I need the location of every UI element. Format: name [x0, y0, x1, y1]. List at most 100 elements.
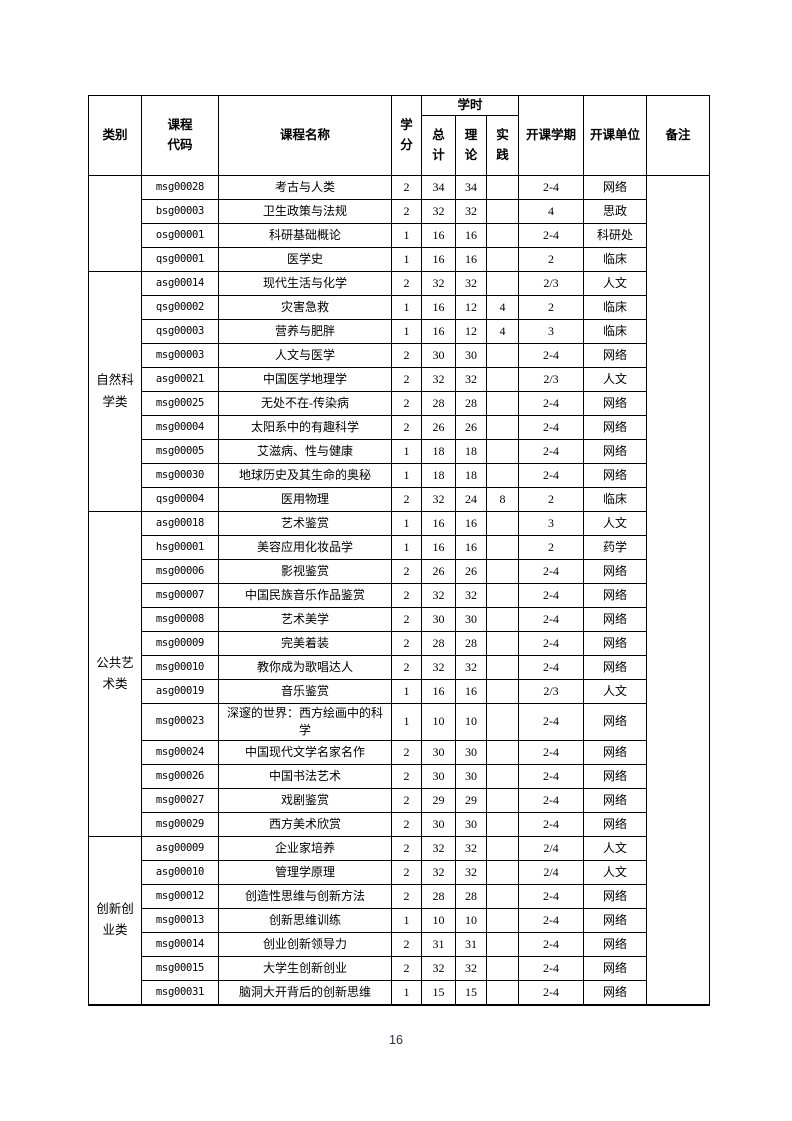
cell-total: 32: [421, 487, 456, 512]
header-hours-practice-label: 实践: [496, 128, 509, 162]
cell-semester: 2-4: [518, 463, 585, 488]
cell-department: 科研处: [583, 223, 648, 248]
cell-credits: 2: [391, 415, 422, 440]
table-row: msg00031 脑洞大开背后的创新思维 1 15 15 2-4 网络: [89, 979, 710, 1006]
cell-name: 地球历史及其生命的奥秘: [218, 463, 392, 488]
cell-semester: 2/3: [518, 367, 585, 392]
cell-practice: 4: [485, 319, 520, 344]
table-row: asg00010 管理学原理 2 32 32 2/4 人文: [89, 859, 710, 885]
cell-name: 教你成为歌唱达人: [218, 655, 392, 680]
cell-department: 网络: [583, 175, 648, 200]
cell-code: asg00018: [141, 511, 219, 536]
table-row: 自然科学类 asg00014 现代生活与化学 2 32 32 2/3 人文: [88, 271, 710, 512]
cell-credits: 2: [391, 763, 422, 789]
cell-code: asg00021: [141, 367, 219, 392]
table-row: asg00019 音乐鉴赏 1 16 16 2/3 人文: [89, 679, 710, 704]
cell-name: 美容应用化妆品学: [218, 535, 392, 560]
table-row: msg00024 中国现代文学名家名作 2 30 30 2-4 网络: [89, 739, 710, 765]
cell-name: 脑洞大开背后的创新思维: [218, 979, 392, 1006]
cell-theory: 18: [455, 463, 487, 488]
cell-total: 30: [421, 763, 456, 789]
cell-semester: 2-4: [518, 631, 585, 656]
cell-code: msg00031: [141, 979, 219, 1006]
category-cell: 创新创业类: [88, 835, 142, 1006]
header-hours-total-label: 总计: [432, 128, 445, 162]
cell-semester: 2/3: [518, 271, 585, 296]
cell-practice: [485, 631, 520, 656]
cell-total: 32: [421, 583, 456, 608]
cell-semester: 2-4: [518, 223, 585, 248]
cell-practice: [485, 811, 520, 837]
table-row: bsg00003 卫生政策与法规 2 32 32 4 思政: [89, 199, 710, 224]
header-name: 课程名称: [218, 95, 392, 176]
cell-name: 企业家培养: [218, 835, 392, 861]
cell-semester: 2: [518, 535, 585, 560]
cell-semester: 2-4: [518, 175, 585, 200]
cell-total: 16: [421, 223, 456, 248]
cell-semester: 2: [518, 247, 585, 272]
remarks-cell: [646, 174, 711, 1006]
table-row: msg00013 创新思维训练 1 10 10 2-4 网络: [89, 907, 710, 933]
header-category: 类别: [88, 95, 142, 176]
cell-code: qsg00002: [141, 295, 219, 320]
cell-credits: 2: [391, 199, 422, 224]
cell-semester: 2-4: [518, 955, 585, 981]
cell-theory: 16: [455, 247, 487, 272]
cell-code: msg00005: [141, 439, 219, 464]
cell-total: 30: [421, 343, 456, 368]
cell-theory: 16: [455, 511, 487, 536]
cell-total: 30: [421, 739, 456, 765]
cell-semester: 2-4: [518, 583, 585, 608]
cell-practice: [485, 175, 520, 200]
cell-department: 网络: [583, 811, 648, 837]
cell-theory: 29: [455, 787, 487, 813]
cell-theory: 32: [455, 367, 487, 392]
cell-total: 16: [421, 247, 456, 272]
cell-total: 32: [421, 199, 456, 224]
cell-code: asg00019: [141, 679, 219, 704]
table-row: msg00028 考古与人类 2 34 34 2-4 网络: [88, 174, 711, 1006]
header-hours-total: 总计: [421, 115, 456, 176]
cell-credits: 2: [391, 175, 422, 200]
cell-name: 完美着装: [218, 631, 392, 656]
cell-code: qsg00001: [141, 247, 219, 272]
cell-code: hsg00001: [141, 535, 219, 560]
cell-name: 影视鉴赏: [218, 559, 392, 584]
cell-credits: 1: [391, 439, 422, 464]
cell-department: 网络: [583, 631, 648, 656]
cell-name: 考古与人类: [218, 175, 392, 200]
cell-department: 人文: [583, 679, 648, 704]
cell-semester: 2-4: [518, 979, 585, 1006]
header-name-label: 课程名称: [279, 127, 330, 142]
cell-code: asg00014: [141, 271, 219, 296]
cell-practice: [485, 787, 520, 813]
cell-semester: 2-4: [518, 787, 585, 813]
cell-code: msg00012: [141, 883, 219, 909]
cell-department: 网络: [583, 559, 648, 584]
cell-code: asg00009: [141, 835, 219, 861]
cell-credits: 1: [391, 703, 422, 741]
cell-theory: 32: [455, 199, 487, 224]
cell-theory: 24: [455, 487, 487, 512]
cell-practice: [485, 463, 520, 488]
cell-credits: 2: [391, 859, 422, 885]
cell-practice: [485, 199, 520, 224]
cell-theory: 30: [455, 763, 487, 789]
cell-code: msg00028: [141, 175, 219, 200]
cell-practice: [485, 535, 520, 560]
cell-department: 网络: [583, 391, 648, 416]
table-row: msg00008 艺术美学 2 30 30 2-4 网络: [89, 607, 710, 632]
cell-theory: 10: [455, 703, 487, 741]
cell-credits: 2: [391, 391, 422, 416]
cell-practice: [485, 439, 520, 464]
cell-code: msg00006: [141, 559, 219, 584]
cell-total: 10: [421, 703, 456, 741]
cell-code: msg00007: [141, 583, 219, 608]
cell-code: msg00014: [141, 931, 219, 957]
table-row: msg00027 戏剧鉴赏 2 29 29 2-4 网络: [89, 787, 710, 813]
cell-name: 灾害急救: [218, 295, 392, 320]
cell-practice: [485, 655, 520, 680]
category-cell: 自然科学类: [88, 271, 142, 512]
cell-total: 28: [421, 391, 456, 416]
